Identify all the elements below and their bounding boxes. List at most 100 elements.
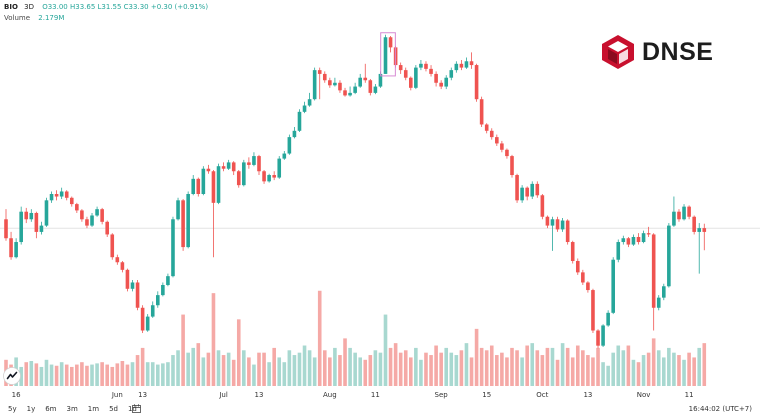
volume-bar bbox=[439, 352, 443, 386]
candle-body bbox=[403, 70, 408, 78]
volume-bar bbox=[429, 355, 433, 386]
range-button-6m[interactable]: 6m bbox=[45, 405, 57, 413]
candle-body bbox=[125, 269, 130, 289]
range-button-5y[interactable]: 5y bbox=[8, 405, 17, 413]
candle-body bbox=[14, 242, 18, 258]
candle-body bbox=[145, 316, 150, 331]
volume-bar bbox=[500, 352, 504, 386]
dnse-cube-icon bbox=[602, 35, 634, 69]
volume-bar bbox=[581, 350, 585, 386]
volume-bar bbox=[656, 350, 661, 386]
volume-bar bbox=[662, 357, 666, 386]
tradingview-icon[interactable] bbox=[3, 367, 21, 385]
volume-bar bbox=[565, 347, 570, 386]
volume-bar bbox=[646, 352, 651, 386]
candle-body bbox=[368, 80, 373, 93]
candle-body bbox=[242, 162, 246, 186]
candle-body bbox=[586, 282, 590, 291]
volume-bar bbox=[171, 355, 175, 386]
candle-body bbox=[434, 73, 438, 83]
candle-body bbox=[156, 295, 160, 306]
candle-body bbox=[100, 209, 104, 222]
volume-bar bbox=[24, 362, 29, 386]
volume-bar bbox=[641, 355, 646, 386]
volume-bar bbox=[44, 359, 49, 386]
volume-bar bbox=[570, 357, 575, 386]
candle-body bbox=[247, 162, 251, 165]
candle-body bbox=[287, 137, 292, 154]
volume-bar bbox=[242, 350, 246, 386]
volume-bar bbox=[247, 357, 251, 386]
candle-body bbox=[181, 200, 185, 248]
candle-body bbox=[115, 257, 120, 263]
volume-bar bbox=[601, 362, 605, 386]
candle-body bbox=[677, 211, 681, 220]
candle-body bbox=[525, 187, 529, 197]
clock-readout[interactable]: 16:44:02 (UTC+7) bbox=[688, 405, 752, 413]
candle-body bbox=[333, 82, 337, 86]
candle-body bbox=[697, 228, 702, 232]
range-button-1m[interactable]: 1m bbox=[87, 405, 100, 413]
candle-body bbox=[171, 219, 175, 277]
volume-bar bbox=[545, 347, 550, 386]
candle-body bbox=[252, 156, 256, 165]
candle-body bbox=[616, 242, 621, 260]
volume-bar bbox=[621, 350, 626, 386]
candle-body bbox=[363, 77, 368, 81]
candle-body bbox=[429, 68, 433, 74]
volume-bar bbox=[368, 355, 373, 386]
candle-body bbox=[444, 77, 449, 87]
volume-bar bbox=[80, 362, 84, 386]
volume-bar bbox=[252, 364, 256, 386]
range-button-5d[interactable]: 5d bbox=[109, 405, 118, 413]
calendar-icon[interactable] bbox=[132, 404, 141, 413]
volume-bar bbox=[697, 347, 702, 386]
volume-bar bbox=[343, 338, 347, 386]
candle-body bbox=[596, 330, 600, 346]
candle-body bbox=[510, 156, 514, 176]
volume-bar bbox=[525, 345, 529, 386]
range-buttons: 5y 1y 6m 3m 1m 5d 1d bbox=[8, 405, 147, 413]
volume-bar bbox=[59, 362, 64, 386]
candle-body bbox=[489, 130, 494, 138]
candle-body bbox=[80, 210, 84, 220]
candle-body bbox=[110, 234, 115, 258]
candle-body bbox=[196, 178, 201, 194]
volume-bar bbox=[85, 365, 89, 386]
candle-body bbox=[322, 73, 327, 81]
range-button-3m[interactable]: 3m bbox=[66, 405, 78, 413]
range-button-1y[interactable]: 1y bbox=[26, 405, 36, 413]
volume-bar bbox=[277, 357, 282, 386]
candle-body bbox=[29, 212, 34, 220]
volume-bar bbox=[312, 357, 317, 386]
volume-bar bbox=[292, 355, 297, 386]
volume-bar bbox=[115, 363, 120, 386]
volume-bar bbox=[606, 365, 610, 386]
candle-body bbox=[424, 63, 428, 69]
candle-body bbox=[135, 282, 140, 308]
candle-body bbox=[4, 219, 8, 239]
volume-bar bbox=[687, 352, 691, 386]
candle-body bbox=[75, 204, 79, 211]
timeframe-label[interactable]: 3D bbox=[24, 3, 34, 11]
candle-body bbox=[656, 297, 661, 308]
candle-body bbox=[540, 195, 545, 217]
candle-body bbox=[626, 238, 631, 245]
volume-bar bbox=[414, 347, 418, 386]
candle-body bbox=[575, 260, 580, 273]
volume-bar bbox=[505, 357, 509, 386]
candle-body bbox=[545, 216, 550, 226]
volume-bar bbox=[626, 345, 631, 386]
volume-bar bbox=[591, 357, 595, 386]
candle-body bbox=[419, 63, 423, 68]
volume-bar bbox=[409, 357, 413, 386]
volume-bar bbox=[702, 343, 707, 386]
candle-body bbox=[267, 175, 271, 182]
volume-bar bbox=[333, 347, 337, 386]
candle-body bbox=[520, 187, 524, 201]
candle-body bbox=[292, 130, 297, 138]
candle-body bbox=[90, 215, 94, 226]
candle-body bbox=[343, 90, 347, 96]
volume-bar bbox=[267, 362, 271, 386]
